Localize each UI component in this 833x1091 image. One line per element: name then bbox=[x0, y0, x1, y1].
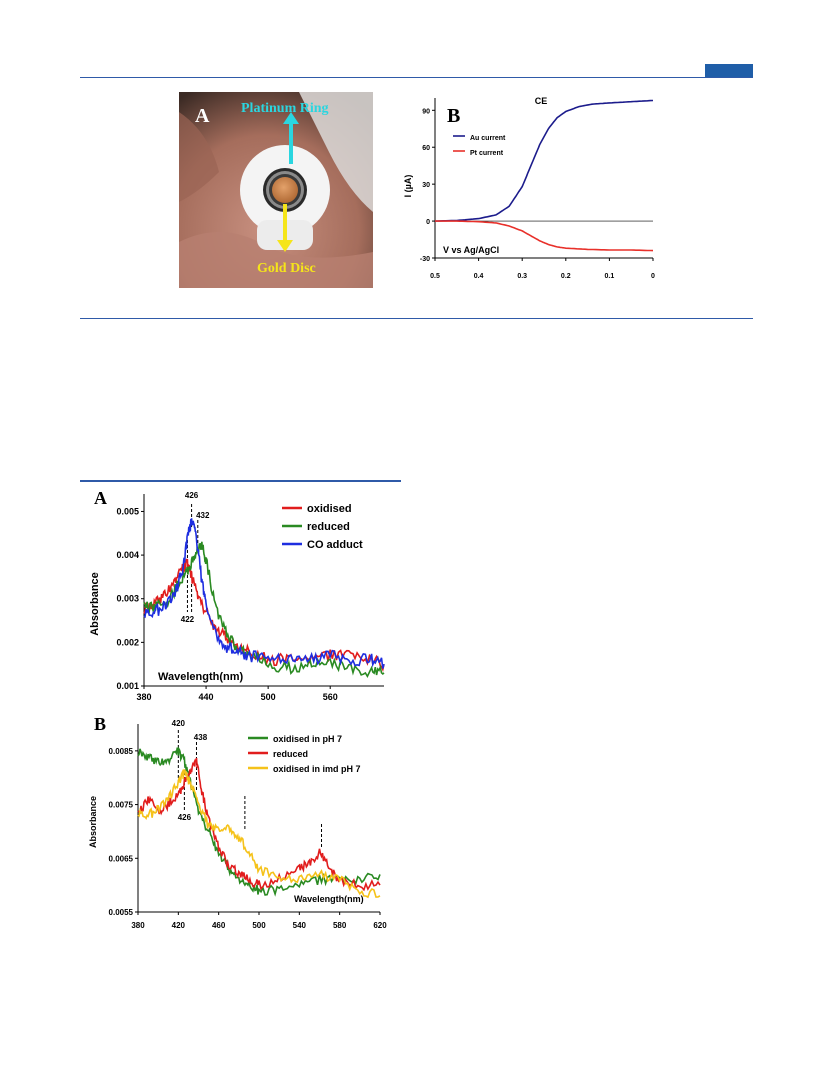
x-axis-label: Wavelength(nm) bbox=[158, 671, 243, 683]
chart-panel-label: A bbox=[94, 488, 107, 508]
x-axis-label: V vs Ag/AgCl bbox=[443, 245, 499, 255]
legend-label: reduced bbox=[273, 749, 308, 759]
x-tick-label: 560 bbox=[323, 692, 338, 702]
x-tick-label: 0.1 bbox=[605, 273, 615, 280]
peak-label: 422 bbox=[181, 615, 195, 624]
header-tab bbox=[705, 64, 753, 77]
y-tick-label: 0.005 bbox=[116, 506, 139, 516]
figure-rule bbox=[80, 480, 401, 482]
y-tick-label: 0.003 bbox=[116, 594, 139, 604]
legend-label: CO adduct bbox=[307, 539, 363, 551]
x-tick-label: 380 bbox=[131, 921, 145, 930]
x-tick-label: 0.3 bbox=[517, 273, 527, 280]
peak-label: 426 bbox=[178, 813, 192, 822]
y-tick-label: 0.001 bbox=[116, 681, 139, 691]
y-axis-label: Absorbance bbox=[89, 572, 101, 636]
x-tick-label: 420 bbox=[172, 921, 186, 930]
x-tick-label: 0.4 bbox=[474, 273, 484, 280]
gold-disc-arrow bbox=[277, 204, 293, 252]
series-line-oxidised-in-ph-7 bbox=[137, 746, 381, 897]
y-tick-label: 30 bbox=[422, 182, 430, 189]
x-tick-label: 440 bbox=[199, 692, 214, 702]
uv-vis-chart-b: B Absorbance Wavelength(nm) 380 420 460 500… bbox=[88, 714, 387, 930]
peak-label: 432 bbox=[196, 511, 210, 520]
chart-title: CE bbox=[535, 96, 548, 106]
y-tick-label: -30 bbox=[420, 256, 430, 263]
gold-disc-label: Gold Disc bbox=[257, 261, 316, 276]
peak-label: 420 bbox=[172, 719, 186, 728]
series-line-au-current bbox=[434, 99, 654, 222]
y-tick-label: 0.0085 bbox=[109, 747, 134, 756]
x-tick-label: 0 bbox=[651, 273, 655, 280]
x-tick-label: 540 bbox=[293, 921, 307, 930]
x-tick-label: 0.2 bbox=[561, 273, 571, 280]
series-line-co-adduct bbox=[143, 518, 385, 669]
y-axis-label: I (µA) bbox=[403, 175, 413, 198]
platinum-ring-label: Platinum Ring bbox=[241, 101, 329, 116]
ce-current-chart: B CE I (µA) V vs Ag/AgCl 0.5 0.4 0.3 0.2 0.1… bbox=[403, 96, 655, 280]
x-tick-label: 500 bbox=[261, 692, 276, 702]
peak-label: 426 bbox=[185, 491, 199, 500]
legend-label: oxidised in imd pH 7 bbox=[273, 764, 361, 774]
legend-label: oxidised bbox=[307, 503, 352, 515]
series-line-oxidised bbox=[143, 558, 385, 672]
electrode-photo: A Platinum Ring Gold Disc bbox=[179, 92, 373, 288]
uv-vis-chart-a: A Absorbance Wavelength(nm) 380 440 500 560… bbox=[89, 488, 385, 702]
series-line-pt-current bbox=[435, 220, 654, 252]
photo-panel-label: A bbox=[195, 105, 210, 127]
x-tick-label: 620 bbox=[373, 921, 387, 930]
y-tick-label: 0 bbox=[426, 219, 430, 226]
y-axis-label: Absorbance bbox=[88, 796, 98, 848]
y-tick-label: 0.0065 bbox=[109, 854, 134, 863]
legend-label: reduced bbox=[307, 521, 350, 533]
peak-label: 438 bbox=[194, 733, 208, 742]
header-rule bbox=[80, 77, 753, 78]
x-tick-label: 500 bbox=[252, 921, 266, 930]
platinum-ring-arrow bbox=[283, 112, 299, 164]
x-tick-label: 380 bbox=[136, 692, 151, 702]
x-tick-label: 0.5 bbox=[430, 273, 440, 280]
y-tick-label: 0.0055 bbox=[109, 908, 134, 917]
series-line-oxidised-in-imd-ph-7 bbox=[137, 768, 381, 899]
teflon-holder bbox=[240, 145, 330, 250]
series-line-reduced bbox=[137, 757, 381, 892]
legend-label: Pt current bbox=[470, 150, 504, 157]
legend-label: oxidised in pH 7 bbox=[273, 734, 342, 744]
legend-label: Au current bbox=[470, 135, 506, 142]
chart-panel-label: B bbox=[447, 105, 460, 127]
y-tick-label: 0.002 bbox=[116, 637, 139, 647]
x-tick-label: 580 bbox=[333, 921, 347, 930]
y-tick-label: 0.004 bbox=[116, 550, 139, 560]
x-tick-label: 460 bbox=[212, 921, 226, 930]
x-axis-label: Wavelength(nm) bbox=[294, 894, 364, 904]
y-tick-label: 0.0075 bbox=[109, 801, 134, 810]
y-tick-label: 90 bbox=[422, 108, 430, 115]
chart-panel-label: B bbox=[94, 714, 106, 734]
y-tick-label: 60 bbox=[422, 145, 430, 152]
section-rule bbox=[80, 318, 753, 319]
